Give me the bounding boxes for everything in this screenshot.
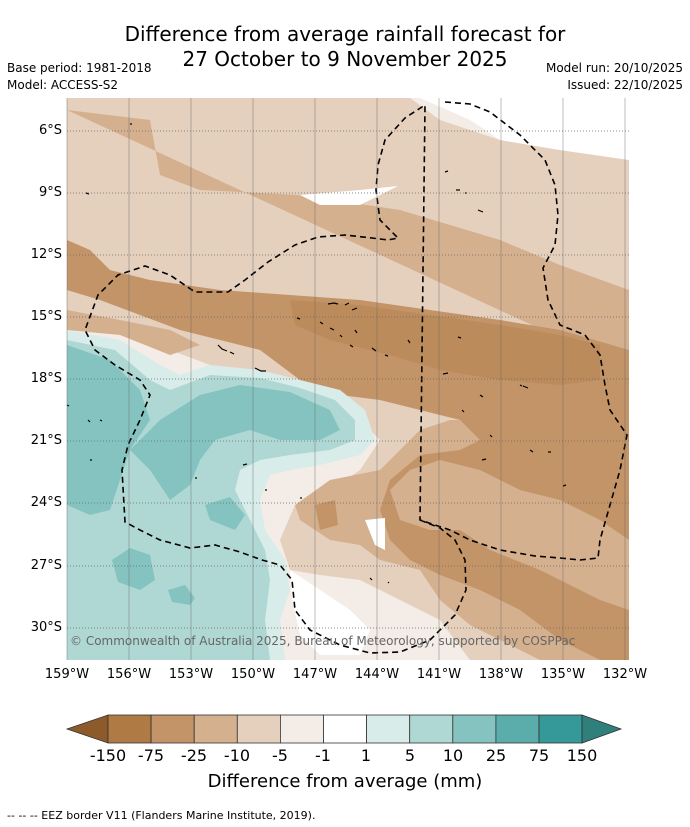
lon-label: 159°W <box>44 667 90 682</box>
lon-label: 153°W <box>168 667 214 682</box>
map-title: Difference from average rainfall forecas… <box>0 22 690 72</box>
colorbar-label: 10 <box>442 746 464 765</box>
colorbar-segment <box>409 714 454 744</box>
contour-pos10-b <box>112 548 155 590</box>
lon-label: 132°W <box>602 667 648 682</box>
lat-label: 30°S <box>30 620 62 635</box>
colorbar-segment <box>323 714 367 744</box>
contour-neutral-ne <box>420 98 629 160</box>
colorbar-label: -10 <box>223 746 251 765</box>
colorbar-segment <box>193 714 238 744</box>
contour-pos10-c <box>168 585 195 605</box>
lat-label: 6°S <box>38 123 62 138</box>
colorbar-segment <box>150 714 195 744</box>
contour-neutral-nw <box>300 186 398 205</box>
colorbar-label: 150 <box>566 746 598 765</box>
colorbar-label: -75 <box>137 746 165 765</box>
title-line-2: 27 October to 9 November 2025 <box>182 47 508 71</box>
contour-neg75-south <box>315 500 338 530</box>
lat-label: 27°S <box>30 558 62 573</box>
lat-label: 9°S <box>38 185 62 200</box>
colorbar-label: -25 <box>180 746 208 765</box>
lon-label: 141°W <box>416 667 462 682</box>
colorbar-label: -5 <box>272 746 288 765</box>
colorbar-segment <box>538 714 583 744</box>
lat-label: 24°S <box>30 495 62 510</box>
colorbar-segment <box>495 714 540 744</box>
colorbar-label: 1 <box>360 746 372 765</box>
colorbar-label: -1 <box>315 746 331 765</box>
base-period-text: Base period: 1981-2018 <box>7 61 152 75</box>
lon-label: 156°W <box>106 667 152 682</box>
colorbar-segment <box>236 714 281 744</box>
eez-legend-note: -- -- -- EEZ border V11 (Flanders Marine… <box>7 809 316 822</box>
contour-neutral-mid <box>365 518 385 550</box>
colorbar-extend-right <box>581 714 623 744</box>
lon-label: 147°W <box>292 667 338 682</box>
lat-label: 12°S <box>30 247 62 262</box>
lat-label: 21°S <box>30 433 62 448</box>
colorbar-label: 75 <box>528 746 550 765</box>
lon-label: 138°W <box>478 667 524 682</box>
lat-label: 15°S <box>30 309 62 324</box>
copyright-notice: © Commonwealth of Australia 2025, Bureau… <box>70 634 576 648</box>
islands <box>67 123 567 584</box>
title-line-1: Difference from average rainfall forecas… <box>124 22 566 46</box>
colorbar <box>65 714 623 744</box>
eez-border-cook-islands <box>84 101 628 654</box>
colorbar-label: 25 <box>485 746 507 765</box>
contour-pos10-a <box>205 497 245 530</box>
colorbar-segment <box>452 714 497 744</box>
meta-right: Model run: 20/10/2025 Issued: 22/10/2025 <box>546 60 683 94</box>
lat-label: 18°S <box>30 371 62 386</box>
lon-label: 144°W <box>354 667 400 682</box>
contour-neg75 <box>67 240 629 660</box>
colorbar-extend-left <box>65 714 109 744</box>
contour-neutral-s <box>290 570 370 655</box>
model-run-text: Model run: 20/10/2025 <box>545 61 683 75</box>
meta-left: Base period: 1981-2018 Model: ACCESS-S2 <box>7 60 152 94</box>
colorbar-segment <box>366 714 411 744</box>
model-text: Model: ACCESS-S2 <box>7 78 119 92</box>
colorbar-title: Difference from average (mm) <box>207 771 483 792</box>
contour-neg25 <box>67 110 629 660</box>
colorbar-label: 5 <box>404 746 416 765</box>
contour-pos10 <box>67 345 340 515</box>
colorbar-segment <box>279 714 324 744</box>
gridlines <box>66 98 629 660</box>
lon-label: 150°W <box>230 667 276 682</box>
issued-text: Issued: 22/10/2025 <box>567 78 683 92</box>
colorbar-label: -150 <box>89 746 127 765</box>
lon-label: 135°W <box>540 667 586 682</box>
contour-neg75-core <box>290 300 600 385</box>
colorbar-segment <box>107 714 152 744</box>
